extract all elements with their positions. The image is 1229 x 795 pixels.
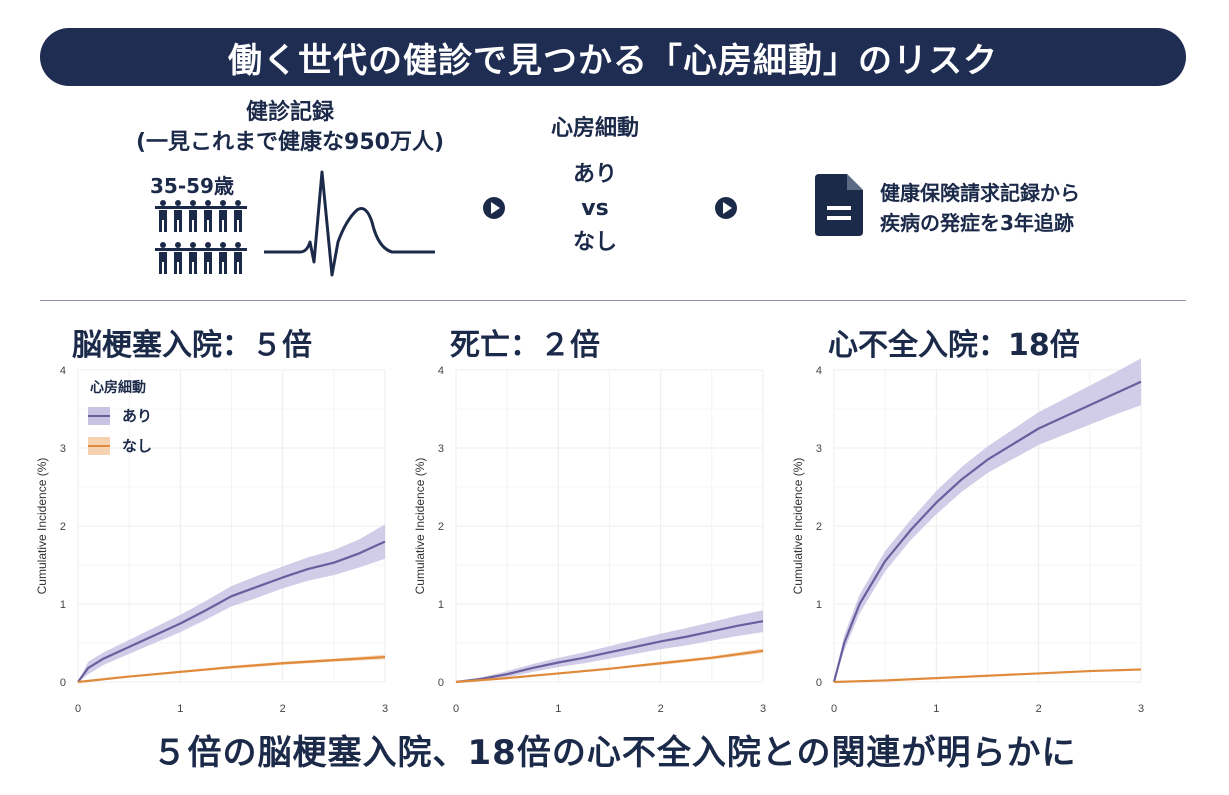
series-line-af-no	[833, 668, 1142, 684]
ecg-icon	[264, 170, 435, 277]
ci-band-af-yes	[78, 524, 385, 682]
x-tick-label: 3	[382, 703, 388, 715]
x-tick-label: 0	[75, 703, 81, 715]
age-label: 35-59歳	[150, 174, 234, 198]
y-tick-label: 4	[816, 365, 822, 377]
legend-label: なし	[122, 437, 152, 455]
footer-conclusion: ５倍の脳梗塞入院、18倍の心不全入院との関連が明らかに	[152, 733, 1077, 773]
x-tick-label: 2	[658, 703, 664, 715]
y-tick-label: 2	[816, 521, 822, 533]
records-title: 健診記録	[245, 100, 334, 125]
chart-death: 0 1 2 3 4 0 1 2 3 Cumulative Incidence (%)	[413, 365, 766, 715]
x-tick-label: 3	[760, 703, 766, 715]
play-arrow-icon	[483, 197, 505, 219]
divider	[40, 300, 1186, 301]
y-tick-label: 0	[816, 677, 822, 689]
series-line-af-yes	[77, 540, 386, 683]
people-icon	[155, 200, 247, 274]
x-tick-label: 1	[177, 703, 183, 715]
x-tick-label: 1	[555, 703, 561, 715]
x-tick-label: 0	[831, 703, 837, 715]
y-tick-label: 1	[816, 599, 822, 611]
x-tick-label: 0	[453, 703, 459, 715]
play-arrow-icon	[715, 197, 737, 219]
x-tick-label: 2	[280, 703, 286, 715]
claims-line2: 疾病の発症を3年追跡	[880, 211, 1074, 235]
claims-line1: 健康保険請求記録から	[880, 181, 1080, 205]
y-tick-label: 2	[60, 521, 66, 533]
y-axis-label: Cumulative Incidence (%)	[35, 458, 49, 595]
y-axis-label: Cumulative Incidence (%)	[413, 458, 427, 595]
y-tick-label: 3	[816, 443, 822, 455]
legend-label: あり	[122, 407, 152, 425]
document-icon	[815, 174, 863, 236]
series-line-af-yes	[455, 620, 764, 684]
records-subtitle: (一見これまで健康な950万人)	[135, 130, 445, 155]
x-tick-label: 3	[1138, 703, 1144, 715]
af-vs-label: vs	[581, 196, 609, 221]
y-tick-label: 0	[438, 677, 444, 689]
x-tick-label: 1	[933, 703, 939, 715]
ci-band-af-yes	[834, 358, 1141, 682]
af-yes-label: あり	[572, 162, 617, 187]
chart-stroke: 0 1 2 3 4 0 1 2 3 Cumulative Incidence (%) 心房細動ありな…	[35, 365, 388, 715]
y-tick-label: 1	[438, 599, 444, 611]
y-tick-label: 2	[438, 521, 444, 533]
panel-title-stroke: 脳梗塞入院：５倍	[72, 328, 312, 363]
y-tick-label: 1	[60, 599, 66, 611]
claims-text: 健康保険請求記録から 疾病の発症を3年追跡	[880, 178, 1140, 238]
panel-title-death: 死亡：２倍	[450, 328, 600, 363]
chart-heart-failure: 0 1 2 3 4 0 1 2 3 Cumulative Incidence (%)	[791, 358, 1144, 715]
records-block: 健診記録 (一見これまで健康な950万人)	[80, 98, 500, 158]
y-tick-label: 3	[60, 443, 66, 455]
y-tick-label: 4	[438, 365, 444, 377]
series-line-af-no	[455, 649, 764, 684]
series-line-af-no	[77, 655, 386, 684]
y-axis-label: Cumulative Incidence (%)	[791, 458, 805, 595]
af-title: 心房細動	[550, 116, 639, 141]
x-tick-label: 2	[1036, 703, 1042, 715]
legend-title: 心房細動	[90, 379, 146, 396]
page-title: 働く世代の健診で見つかる「心房細動」のリスク	[40, 28, 1186, 86]
study-flow: 健診記録 (一見これまで健康な950万人) 35-59歳	[0, 96, 1229, 296]
af-no-label: なし	[572, 230, 617, 255]
y-tick-label: 0	[60, 677, 66, 689]
series-line-af-yes	[832, 380, 1142, 683]
y-tick-label: 4	[60, 365, 66, 377]
af-options: あり vs なし	[520, 158, 670, 260]
panel-title-heart-failure: 心不全入院：18倍	[828, 328, 1080, 363]
ci-band-af-yes	[456, 610, 763, 682]
y-tick-label: 3	[438, 443, 444, 455]
